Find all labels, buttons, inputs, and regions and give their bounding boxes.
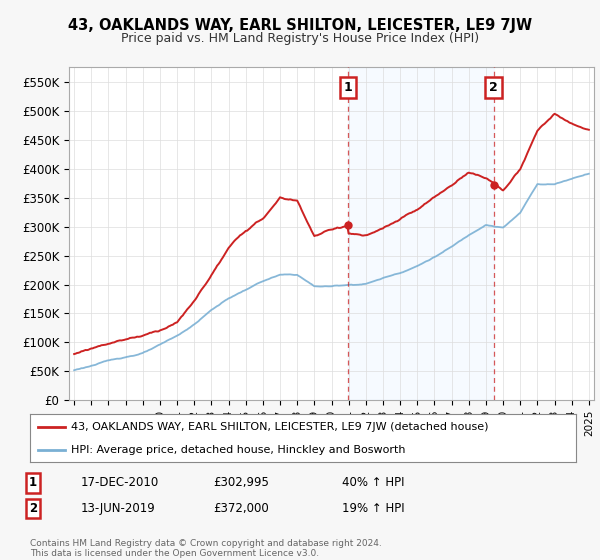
Text: 43, OAKLANDS WAY, EARL SHILTON, LEICESTER, LE9 7JW (detached house): 43, OAKLANDS WAY, EARL SHILTON, LEICESTE… — [71, 422, 488, 432]
Text: 1: 1 — [29, 476, 37, 489]
Text: 2: 2 — [489, 81, 498, 94]
Text: £302,995: £302,995 — [213, 476, 269, 489]
Text: 19% ↑ HPI: 19% ↑ HPI — [342, 502, 404, 515]
Text: Contains HM Land Registry data © Crown copyright and database right 2024.
This d: Contains HM Land Registry data © Crown c… — [30, 539, 382, 558]
Text: Price paid vs. HM Land Registry's House Price Index (HPI): Price paid vs. HM Land Registry's House … — [121, 32, 479, 45]
Text: 43, OAKLANDS WAY, EARL SHILTON, LEICESTER, LE9 7JW: 43, OAKLANDS WAY, EARL SHILTON, LEICESTE… — [68, 18, 532, 34]
Text: £372,000: £372,000 — [213, 502, 269, 515]
Text: HPI: Average price, detached house, Hinckley and Bosworth: HPI: Average price, detached house, Hinc… — [71, 445, 406, 455]
Bar — [348, 67, 494, 400]
Text: 40% ↑ HPI: 40% ↑ HPI — [342, 476, 404, 489]
Text: 17-DEC-2010: 17-DEC-2010 — [81, 476, 159, 489]
Text: 13-JUN-2019: 13-JUN-2019 — [81, 502, 156, 515]
Text: 1: 1 — [344, 81, 352, 94]
Text: 2: 2 — [29, 502, 37, 515]
